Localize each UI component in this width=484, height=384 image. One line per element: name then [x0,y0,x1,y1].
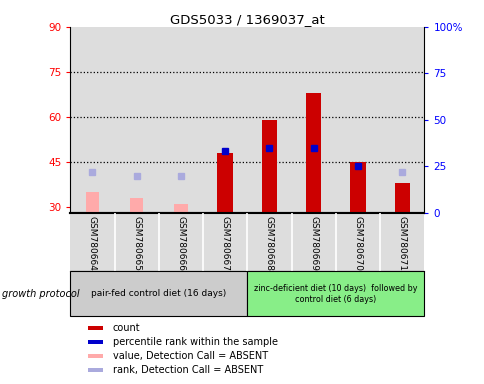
Text: value, Detection Call = ABSENT: value, Detection Call = ABSENT [113,351,267,361]
Bar [130,198,143,213]
Bar [70,27,114,213]
Bar [88,340,103,344]
Bar [393,183,409,213]
Bar [379,27,424,213]
Bar [261,120,277,213]
Text: count: count [113,323,140,333]
Text: percentile rank within the sample: percentile rank within the sample [113,337,277,347]
Bar [349,162,365,213]
Text: rank, Detection Call = ABSENT: rank, Detection Call = ABSENT [113,365,262,375]
Text: GSM780666: GSM780666 [176,216,185,271]
Text: GSM780664: GSM780664 [88,216,97,271]
Text: GSM780667: GSM780667 [220,216,229,271]
Text: GSM780668: GSM780668 [264,216,273,271]
Bar [247,27,291,213]
Bar [86,192,99,213]
Text: growth protocol: growth protocol [2,289,80,299]
Bar [70,271,247,316]
Text: zinc-deficient diet (10 days)  followed by
control diet (6 days): zinc-deficient diet (10 days) followed b… [254,284,417,303]
Text: GSM780665: GSM780665 [132,216,141,271]
Text: GSM780670: GSM780670 [353,216,362,271]
Bar [305,93,321,213]
Bar [174,204,187,213]
Bar [88,368,103,372]
Bar [247,271,424,316]
Bar [217,153,232,213]
Bar [335,27,379,213]
Title: GDS5033 / 1369037_at: GDS5033 / 1369037_at [169,13,324,26]
Bar [114,27,158,213]
Text: GSM780671: GSM780671 [397,216,406,271]
Text: pair-fed control diet (16 days): pair-fed control diet (16 days) [91,289,226,298]
Bar [88,326,103,330]
Bar [158,27,203,213]
Text: GSM780669: GSM780669 [309,216,318,271]
Bar [203,27,247,213]
Bar [291,27,335,213]
Bar [88,354,103,358]
